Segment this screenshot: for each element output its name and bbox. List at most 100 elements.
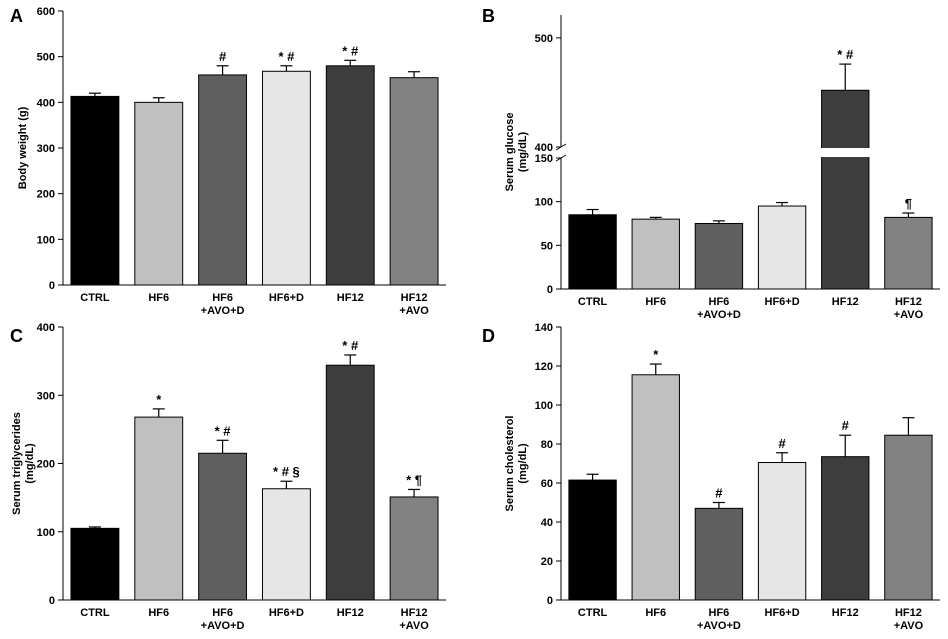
category-label: CTRL [578, 607, 608, 619]
significance-marker: # [842, 418, 850, 433]
category-label: HF12 [401, 607, 428, 619]
y-tick-label: 0 [547, 284, 553, 296]
y-tick-label: 500 [535, 33, 553, 45]
category-label: HF12 [337, 292, 364, 304]
significance-marker: * ¶ [406, 472, 422, 487]
significance-marker: * # § [273, 464, 300, 479]
category-label: +AVO [894, 620, 924, 632]
category-label: HF12 [337, 607, 364, 619]
category-label: +AVO [894, 309, 924, 321]
bar-b-2 [631, 218, 680, 290]
category-label: HF6 [212, 292, 233, 304]
category-label: HF6+D [765, 607, 800, 619]
bar-c-3 [198, 452, 248, 601]
significance-marker: * # [215, 423, 232, 438]
bar-a-4 [261, 70, 311, 286]
y-tick-label: 100 [535, 400, 553, 412]
bar-b-4 [757, 205, 807, 290]
panel-c: CTRL*HF6* #HF6+AVO+D* # §HF6+D* #HF12* ¶… [10, 322, 446, 632]
bar-d-4 [757, 462, 807, 601]
y-tick-label: 40 [541, 517, 553, 529]
category-label: +AVO+D [697, 309, 741, 321]
category-label: HF12 [895, 296, 922, 308]
bar-c-4 [261, 488, 311, 601]
panel-label: B [482, 6, 495, 26]
y-tick-label: 400 [535, 142, 553, 154]
category-label: +AVO+D [697, 620, 741, 632]
y-tick-label: 0 [547, 595, 553, 607]
y-tick-label: 80 [541, 439, 553, 451]
y-axis-label: Serum glucose(mg/dL) [504, 113, 529, 192]
y-tick-label: 400 [37, 322, 55, 334]
significance-marker: * # [278, 49, 295, 64]
category-label: +AVO [399, 620, 429, 632]
y-tick-label: 200 [37, 189, 55, 201]
category-label: HF6 [709, 296, 730, 308]
y-tick-label: 400 [37, 97, 55, 109]
significance-marker: * [156, 392, 162, 407]
significance-marker: # [715, 486, 723, 501]
y-tick-label: 100 [37, 234, 55, 246]
bar-a-2 [134, 101, 184, 286]
bar-b-5 [821, 89, 870, 290]
y-tick-label: 200 [37, 459, 55, 471]
y-tick-label: 300 [37, 143, 55, 155]
category-label: HF6+D [269, 292, 304, 304]
significance-marker: # [778, 436, 786, 451]
bar-d-1 [568, 479, 617, 601]
panel-a: CTRL HF6#HF6+AVO+D* #HF6+D* #HF12 HF12+AVO… [10, 6, 446, 317]
category-label: HF6+D [765, 296, 800, 308]
bar-b-6 [884, 216, 933, 290]
category-label: HF6 [148, 292, 169, 304]
category-label: HF12 [832, 607, 859, 619]
y-axis-label: Serum triglycerides(mg/dL) [11, 412, 36, 515]
y-tick-label: 100 [37, 527, 55, 539]
bar-c-1 [70, 527, 120, 601]
bar-c-5 [325, 364, 375, 601]
y-tick-label: 140 [535, 322, 553, 334]
category-label: HF6 [645, 607, 666, 619]
category-label: HF12 [832, 296, 859, 308]
panel-label: A [10, 6, 23, 26]
panel-d: CTRL*HF6#HF6+AVO+D#HF6+D#HF12 HF12+AVO020… [482, 322, 940, 632]
y-tick-label: 100 [535, 197, 553, 209]
category-label: +AVO [399, 305, 429, 317]
bar-a-3 [198, 74, 248, 286]
y-tick-label: 300 [37, 390, 55, 402]
category-label: HF6+D [269, 607, 304, 619]
bar-c-2 [134, 416, 184, 601]
significance-marker: * # [342, 43, 359, 58]
bar-d-5 [821, 456, 870, 601]
category-label: HF6 [212, 607, 233, 619]
category-label: +AVO+D [201, 620, 245, 632]
y-tick-label: 60 [541, 478, 553, 490]
category-label: CTRL [80, 607, 110, 619]
y-axis-label: Body weight (g) [17, 106, 29, 189]
y-tick-label: 120 [535, 361, 553, 373]
significance-marker: * # [342, 338, 359, 353]
bar-a-5 [325, 65, 375, 286]
bar-a-1 [70, 95, 120, 286]
category-label: HF12 [401, 292, 428, 304]
significance-marker: * # [837, 47, 854, 62]
y-tick-label: 50 [541, 240, 553, 252]
bar-d-6 [884, 434, 933, 601]
category-label: +AVO+D [201, 305, 245, 317]
bar-d-3 [694, 507, 744, 601]
panel-label: C [10, 326, 23, 346]
significance-marker: ¶ [905, 196, 912, 211]
y-tick-label: 0 [49, 595, 55, 607]
category-label: HF6 [709, 607, 730, 619]
y-tick-label: 600 [37, 6, 55, 18]
bar-a-6 [389, 77, 439, 286]
significance-marker: # [219, 49, 227, 64]
y-axis-label: Serum cholesterol(mg/dL) [504, 416, 529, 512]
y-tick-label: 20 [541, 556, 553, 568]
bar-c-6 [389, 496, 439, 601]
y-tick-label: 0 [49, 280, 55, 292]
bar-b-1 [568, 214, 617, 290]
y-tick-label: 500 [37, 52, 55, 64]
category-label: HF6 [148, 607, 169, 619]
